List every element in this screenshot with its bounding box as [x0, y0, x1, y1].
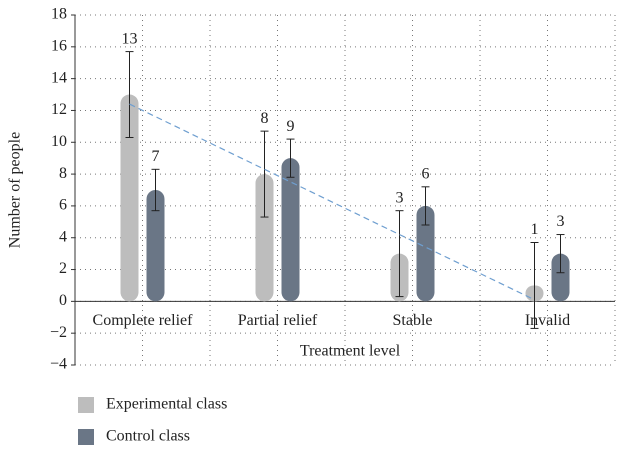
data-label: 9	[287, 118, 295, 135]
y-tick-label: 16	[51, 37, 67, 54]
data-label: 8	[261, 110, 269, 127]
y-tick-label: 18	[51, 6, 67, 23]
trend-line	[129, 103, 535, 301]
bar	[281, 158, 300, 302]
y-tick-label: 0	[59, 292, 67, 309]
x-tick-label: Partial relief	[238, 312, 318, 329]
y-axis-label: Number of people	[7, 132, 24, 248]
data-label: 1	[531, 221, 539, 238]
bar	[416, 205, 435, 302]
legend-label: Control class	[106, 428, 190, 445]
data-label: 7	[152, 148, 160, 165]
data-label: 3	[396, 189, 404, 206]
y-tick-label: −2	[50, 324, 67, 341]
y-tick-label: 6	[59, 197, 67, 214]
data-label: 6	[422, 165, 430, 182]
bar	[551, 253, 570, 302]
data-label: 13	[122, 30, 138, 47]
bar	[120, 94, 139, 302]
y-tick-label: 4	[59, 228, 67, 245]
y-tick-label: 2	[59, 260, 67, 277]
y-tick-label: 8	[59, 165, 67, 182]
y-tick-label: −4	[50, 356, 67, 373]
legend-swatch	[78, 397, 94, 413]
data-label: 3	[557, 213, 565, 230]
x-tick-label: Stable	[393, 312, 433, 329]
bar	[255, 174, 274, 302]
legend-label: Experimental class	[106, 396, 227, 413]
x-tick-label: Invalid	[525, 312, 570, 329]
x-tick-label: Complete relief	[93, 312, 194, 329]
legend-swatch	[78, 429, 94, 445]
bar	[146, 190, 165, 302]
y-tick-label: 12	[51, 101, 67, 118]
y-tick-label: 10	[51, 133, 67, 150]
x-axis-label: Treatment level	[300, 343, 401, 360]
y-tick-label: 14	[51, 69, 67, 86]
